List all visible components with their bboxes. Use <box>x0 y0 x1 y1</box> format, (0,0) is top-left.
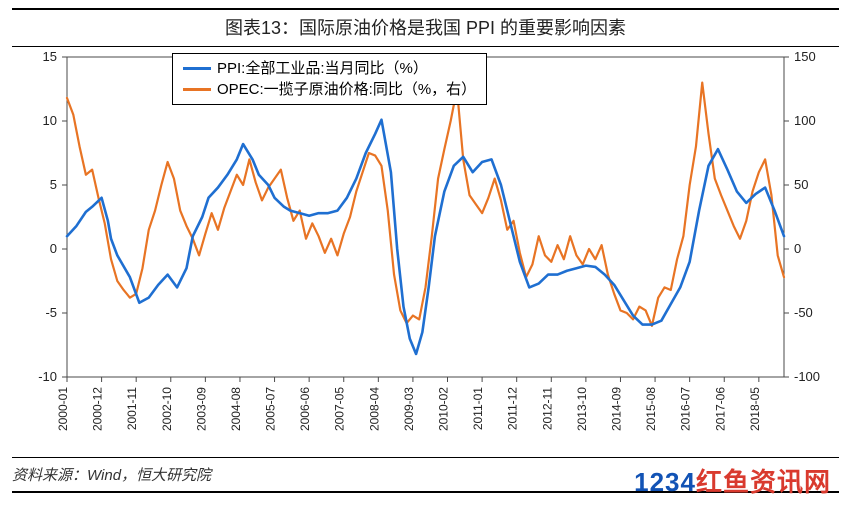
svg-text:2009-03: 2009-03 <box>402 387 416 431</box>
svg-text:2003-09: 2003-09 <box>194 387 208 431</box>
svg-text:2016-07: 2016-07 <box>679 387 693 431</box>
chart-title: 图表13：国际原油价格是我国 PPI 的重要影响因素 <box>12 8 839 47</box>
svg-text:-100: -100 <box>794 369 820 384</box>
svg-text:2011-01: 2011-01 <box>471 387 485 430</box>
chart-svg: -10-5051015-100-500501001502000-012000-1… <box>12 47 839 457</box>
svg-text:2002-10: 2002-10 <box>160 387 174 431</box>
watermark-number: 1234 <box>634 467 696 497</box>
svg-text:2015-08: 2015-08 <box>644 387 658 431</box>
svg-text:2004-08: 2004-08 <box>229 387 243 431</box>
svg-text:0: 0 <box>50 241 57 256</box>
svg-text:2011-12: 2011-12 <box>506 387 520 430</box>
svg-text:2017-06: 2017-06 <box>713 387 727 431</box>
svg-text:150: 150 <box>794 49 816 64</box>
svg-text:15: 15 <box>43 49 57 64</box>
svg-text:2010-02: 2010-02 <box>437 387 451 431</box>
legend-row-1: PPI:全部工业品:当月同比（%） <box>183 58 476 79</box>
watermark-text: 红鱼资讯网 <box>696 467 831 497</box>
svg-text:10: 10 <box>43 113 57 128</box>
svg-text:2006-06: 2006-06 <box>298 387 312 431</box>
svg-text:2013-10: 2013-10 <box>575 387 589 431</box>
legend-swatch-1 <box>183 67 211 70</box>
svg-text:2005-07: 2005-07 <box>264 387 278 431</box>
svg-text:50: 50 <box>794 177 808 192</box>
svg-text:-10: -10 <box>38 369 57 384</box>
svg-text:2012-11: 2012-11 <box>540 387 554 430</box>
svg-text:2000-12: 2000-12 <box>91 387 105 431</box>
svg-text:100: 100 <box>794 113 816 128</box>
chart-area: PPI:全部工业品:当月同比（%） OPEC:一揽子原油价格:同比（%，右） -… <box>12 47 839 457</box>
svg-text:-5: -5 <box>45 305 57 320</box>
svg-text:2018-05: 2018-05 <box>748 387 762 431</box>
legend-label-2: OPEC:一揽子原油价格:同比（%，右） <box>217 79 476 100</box>
legend: PPI:全部工业品:当月同比（%） OPEC:一揽子原油价格:同比（%，右） <box>172 53 487 105</box>
svg-text:2000-01: 2000-01 <box>56 387 70 431</box>
legend-label-1: PPI:全部工业品:当月同比（%） <box>217 58 428 79</box>
svg-text:2007-05: 2007-05 <box>333 387 347 431</box>
legend-swatch-2 <box>183 88 211 91</box>
svg-text:0: 0 <box>794 241 801 256</box>
svg-text:-50: -50 <box>794 305 813 320</box>
legend-row-2: OPEC:一揽子原油价格:同比（%，右） <box>183 79 476 100</box>
svg-text:2014-09: 2014-09 <box>609 387 623 431</box>
svg-text:2008-04: 2008-04 <box>367 387 381 431</box>
svg-text:2001-11: 2001-11 <box>125 387 139 430</box>
svg-text:5: 5 <box>50 177 57 192</box>
watermark: 1234红鱼资讯网 <box>634 462 831 499</box>
